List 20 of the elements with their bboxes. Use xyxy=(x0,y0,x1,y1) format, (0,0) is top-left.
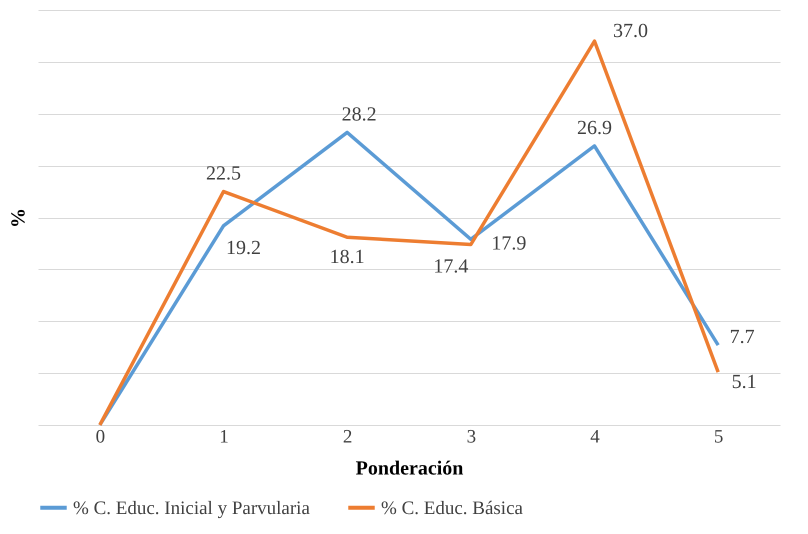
data-label: 19.2 xyxy=(226,236,261,259)
data-label: 17.4 xyxy=(433,255,468,278)
data-label: 7.7 xyxy=(730,326,755,348)
data-label: 26.9 xyxy=(577,116,612,139)
x-tick-label: 2 xyxy=(342,426,352,448)
x-tick-label: 4 xyxy=(590,426,600,448)
y-axis-title: % xyxy=(8,208,30,228)
data-label: 18.1 xyxy=(330,246,365,268)
data-label: 17.9 xyxy=(491,232,526,254)
x-tick-label: 5 xyxy=(714,426,724,448)
data-label: 5.1 xyxy=(732,371,757,394)
data-label: 37.0 xyxy=(613,20,648,42)
x-tick-label: 1 xyxy=(219,426,229,448)
x-axis-title: Ponderación xyxy=(356,458,464,480)
x-tick-label: 0 xyxy=(96,426,106,448)
x-tick-label: 3 xyxy=(466,426,476,448)
legend-label: % C. Educ. Básica xyxy=(381,498,524,519)
legend-label: % C. Educ. Inicial y Parvularia xyxy=(73,498,310,519)
data-label: 22.5 xyxy=(206,162,241,185)
data-label: 28.2 xyxy=(342,103,377,126)
